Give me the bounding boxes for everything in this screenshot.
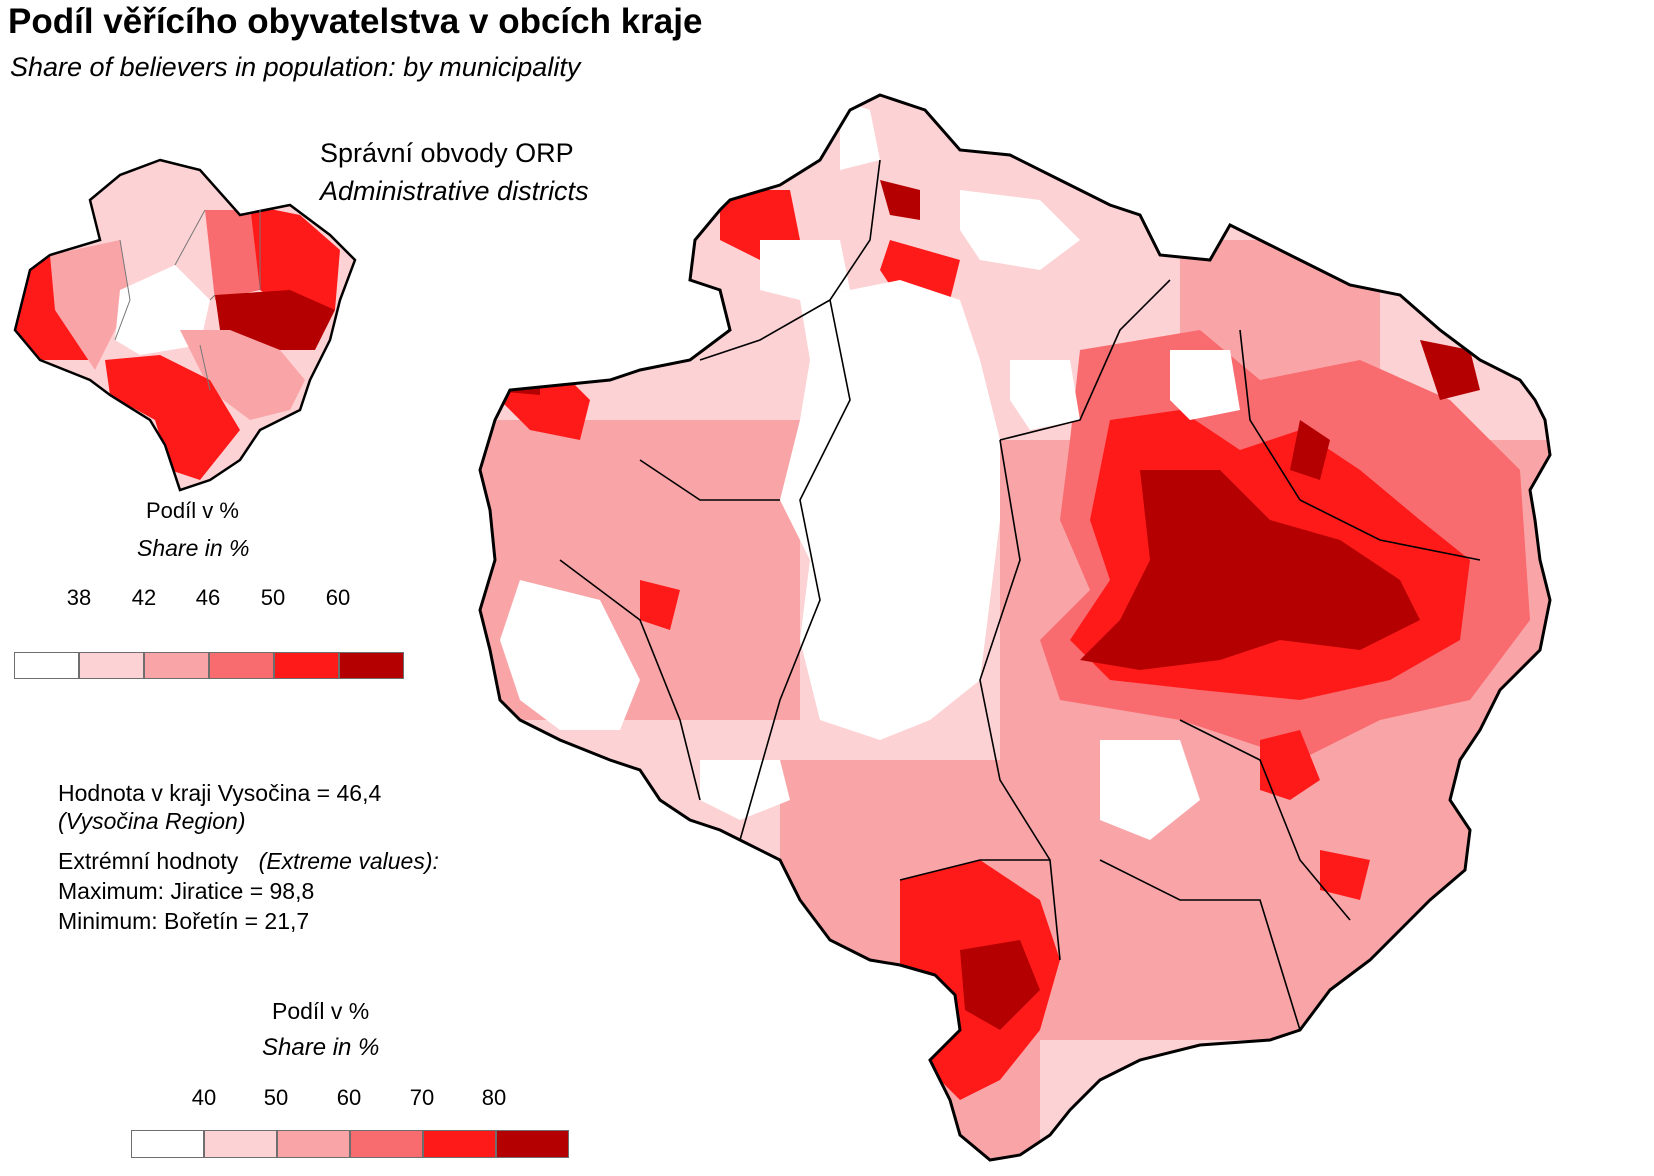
legend-small-ticks: 38 42 46 50 60 [0,585,400,615]
legend-large-tick: 80 [481,1085,507,1110]
legend-large-ticks: 40 50 60 70 80 [0,1085,600,1115]
inset-boundary [13,158,357,492]
inset-label-cz: Správní obvody ORP [320,138,574,168]
inset-districts-map [15,160,355,490]
region-value-text: Hodnota v kraji Vysočina = 46,4 [58,780,382,806]
vysocina-municipalities-map [480,95,1550,1160]
legend-large-title-cz: Podíl v % [272,998,370,1024]
legend-small-title-en: Share in % [137,535,250,561]
legend-large-swatch [350,1130,423,1158]
legend-small-swatch [144,652,209,679]
inset-label-en: Administrative districts [320,176,589,206]
legend-small-swatch [79,652,144,679]
legend-small-tick: 60 [325,585,351,610]
minimum-text: Minimum: Bořetín = 21,7 [58,908,310,934]
legend-small-swatch [209,652,274,679]
legend-large-tick: 70 [409,1085,435,1110]
legend-large-swatch [277,1130,350,1158]
legend-large-swatches [131,1130,569,1158]
legend-large-swatch [496,1130,569,1158]
legend-large-swatch [131,1130,204,1158]
extreme-values-label: Extrémní hodnoty (Extreme values): [58,848,439,875]
legend-small-swatch [14,652,79,679]
region-value-en: (Vysočina Region) [58,808,246,834]
region-boundary [478,93,1552,1162]
maximum-text: Maximum: Jiratice = 98,8 [58,878,315,904]
extreme-values-cz: Extrémní hodnoty [58,848,239,874]
legend-large-swatch [204,1130,277,1158]
legend-small-swatch [339,652,404,679]
legend-small-swatch [274,652,339,679]
map-title: Podíl věřícího obyvatelstva v obcích kra… [8,2,703,41]
legend-large-tick: 40 [191,1085,217,1110]
legend-small-tick: 38 [66,585,92,610]
legend-small-title-cz: Podíl v % [146,498,239,523]
legend-small-tick: 50 [260,585,286,610]
legend-small-tick: 46 [195,585,221,610]
legend-large-tick: 50 [263,1085,289,1110]
legend-large-tick: 60 [336,1085,362,1110]
legend-small-tick: 42 [131,585,157,610]
district-boundaries [559,159,1481,1031]
legend-small-swatches [14,652,404,679]
map-subtitle: Share of believers in population: by mun… [10,52,581,82]
extreme-values-en: (Extreme values): [258,848,439,874]
legend-large-swatch [423,1130,496,1158]
legend-large-title-en: Share in % [262,1034,380,1061]
